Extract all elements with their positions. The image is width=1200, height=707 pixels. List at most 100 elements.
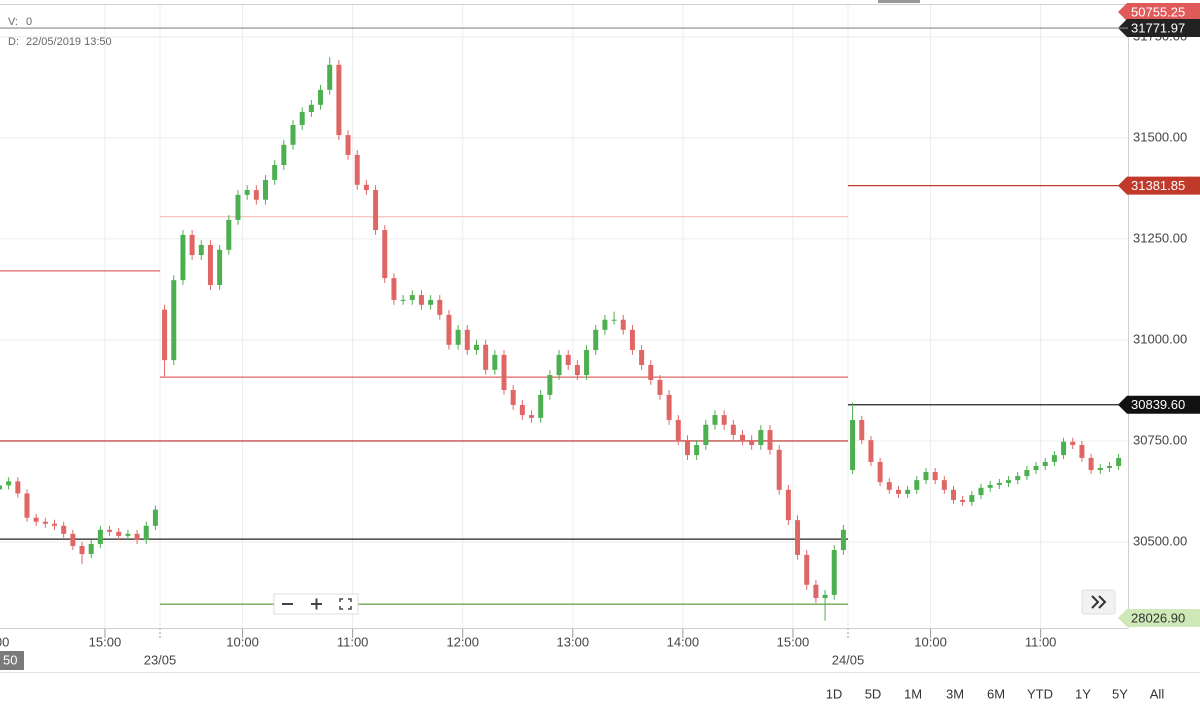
candle-body <box>519 404 525 416</box>
candle-body <box>88 543 94 555</box>
candle-body <box>400 299 406 301</box>
candle-body <box>895 489 901 494</box>
y-tick-label: 30500.00 <box>1133 533 1187 548</box>
range-button[interactable]: 1Y <box>1075 686 1091 701</box>
candle-body <box>0 485 2 490</box>
candle-body <box>152 509 158 526</box>
candle-body <box>850 419 856 471</box>
candle-body <box>42 521 48 524</box>
candle-body <box>565 354 571 365</box>
candle-body <box>1061 441 1067 456</box>
candle-body <box>354 154 360 185</box>
candle-body <box>116 531 122 536</box>
x-tick-label: 15:00 <box>777 634 810 649</box>
candle-body <box>960 499 966 502</box>
x-tick-label: 10:00 <box>226 634 259 649</box>
candle-body <box>464 329 470 351</box>
candle-body <box>107 529 113 532</box>
candle-body <box>859 419 865 441</box>
candle-body <box>950 489 956 500</box>
candle-body <box>143 525 149 540</box>
range-button[interactable]: All <box>1150 686 1165 701</box>
candle-body <box>171 280 177 361</box>
candle-body <box>244 190 250 195</box>
candle-body <box>629 329 635 351</box>
candle-body <box>272 164 278 180</box>
y-tick-label: 31000.00 <box>1133 331 1187 346</box>
candle-body <box>24 493 30 518</box>
candle-body <box>61 525 67 534</box>
candle-body <box>1015 476 1021 481</box>
candle-body <box>180 234 186 281</box>
candle-body <box>345 135 351 155</box>
y-tick-label: 31250.00 <box>1133 230 1187 245</box>
candle-body <box>1106 465 1112 469</box>
candle-body <box>1079 444 1085 458</box>
candle-body <box>281 144 287 165</box>
candle-body <box>473 344 479 351</box>
candle-body <box>418 295 424 305</box>
candle-body <box>721 415 727 425</box>
range-button[interactable]: 3M <box>946 686 964 701</box>
candle-body <box>501 354 507 391</box>
candle-body <box>308 104 314 113</box>
candle-body <box>785 489 791 521</box>
candle-body <box>15 481 21 494</box>
candle-body <box>327 64 333 90</box>
range-button[interactable]: 6M <box>987 686 1005 701</box>
v-value: 0 <box>26 16 32 28</box>
scroll-handle[interactable] <box>878 0 920 3</box>
candle-body <box>483 344 489 370</box>
x-tick-label: 10:00 <box>914 634 947 649</box>
range-button[interactable]: 1M <box>904 686 922 701</box>
zoom-fit[interactable] <box>339 598 352 610</box>
x-tick-label: 23/05 <box>144 652 177 667</box>
candle-body <box>336 64 342 136</box>
candle-body <box>538 394 544 418</box>
candle-body <box>437 299 443 315</box>
scroll-right-button[interactable] <box>1081 589 1116 615</box>
range-button[interactable]: YTD <box>1027 686 1053 701</box>
candle-body <box>1042 461 1048 466</box>
candle-body <box>987 484 993 488</box>
candle-body <box>675 419 681 441</box>
candle-body <box>767 430 773 450</box>
x-tick-label: 13:00 <box>557 634 590 649</box>
candle-body <box>318 89 324 105</box>
candle-body <box>584 350 590 376</box>
d-label: D: <box>8 36 19 48</box>
price-tag-box <box>1118 19 1200 38</box>
x-tick-label: 15:00 <box>89 634 122 649</box>
candle-body <box>189 234 195 256</box>
candle-body <box>795 520 801 555</box>
x-tick-label: 14:00 <box>667 634 700 649</box>
candle-body <box>70 533 76 546</box>
x-tick-label: 11:00 <box>337 634 369 649</box>
candle-body <box>262 179 268 200</box>
candle-body <box>574 364 580 376</box>
range-button[interactable]: 1D <box>826 686 843 701</box>
candle-body <box>198 244 204 256</box>
candle-body <box>217 249 223 285</box>
price-tag-box <box>1118 395 1200 414</box>
candle-body <box>162 309 168 361</box>
candles <box>0 57 1122 621</box>
candle-body <box>712 415 718 425</box>
v-label: V: <box>8 16 18 28</box>
candle-body <box>831 550 837 595</box>
price-tag-label: 30839.60 <box>1131 397 1185 412</box>
candle-body <box>290 124 296 145</box>
candle-body <box>97 529 103 544</box>
candle-body <box>804 554 810 585</box>
range-button[interactable]: 5Y <box>1112 686 1128 701</box>
candle-body <box>684 440 690 456</box>
axes: 30500.00 30750.00 31000.00 31250.00 31500.00… <box>0 28 1187 667</box>
candle-body <box>373 190 379 231</box>
candle-body <box>6 481 12 486</box>
price-tag-box <box>1118 609 1200 627</box>
candle-body <box>391 278 397 300</box>
candle-body <box>1033 465 1039 471</box>
range-button[interactable]: 5D <box>865 686 882 701</box>
zoom-controls <box>273 593 359 615</box>
